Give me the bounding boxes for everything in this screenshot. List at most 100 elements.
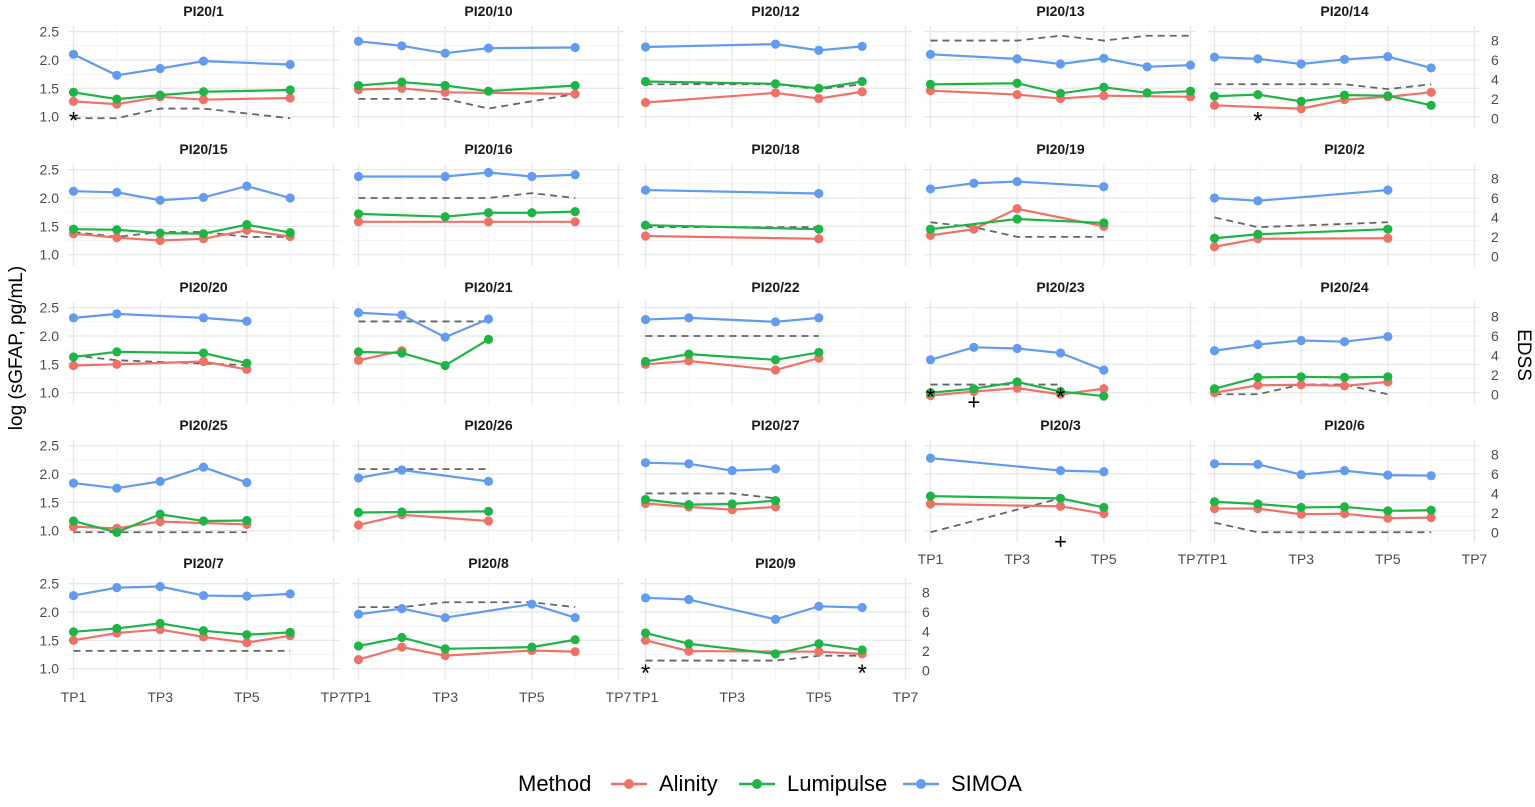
simoa-point (242, 181, 252, 191)
lumipulse-point (112, 347, 122, 357)
lumipulse-line (358, 636, 576, 650)
simoa-point (640, 185, 651, 195)
lumipulse-point (68, 627, 79, 637)
simoa-point (1209, 193, 1220, 203)
alinity-point (155, 517, 165, 527)
y-tick-label: 1.5 (40, 632, 60, 648)
x-tick-label: TP7 (1462, 551, 1488, 567)
asterisk-marker: * (641, 660, 650, 687)
lumipulse-point (640, 76, 651, 87)
lumipulse-point (570, 635, 580, 645)
lumipulse-point (198, 87, 209, 97)
simoa-line (645, 43, 863, 52)
lumipulse-point (1012, 78, 1022, 88)
facet-panel: PI20/10 (352, 3, 625, 128)
x-tick-label: TP3 (719, 689, 745, 705)
panel-title: PI20/6 (1324, 417, 1365, 433)
simoa-line (645, 316, 819, 323)
simoa-point (570, 42, 580, 53)
alinity-point (285, 93, 295, 103)
facet-panel: PI20/22 (639, 279, 912, 404)
alinity-point (1383, 233, 1393, 243)
alinity-point (112, 233, 122, 243)
simoa-point (440, 48, 450, 58)
lumipulse-point (242, 630, 252, 640)
lumipulse-point (353, 641, 364, 651)
simoa-point (1055, 59, 1066, 69)
lumipulse-point (1253, 89, 1263, 100)
asterisk-marker: * (1253, 108, 1262, 135)
edss-tick-label: 2 (1491, 91, 1499, 107)
lumipulse-point (483, 334, 494, 344)
legend-title: Method (518, 771, 591, 796)
lumipulse-point (925, 388, 936, 398)
simoa-line (930, 53, 1191, 68)
asterisk-marker: * (1056, 384, 1065, 411)
simoa-point (353, 171, 364, 182)
lumipulse-point (570, 207, 580, 217)
panel-title: PI20/8 (468, 555, 509, 571)
alinity-point (112, 359, 122, 369)
lumipulse-point (353, 507, 364, 518)
panel-title: PI20/24 (1320, 279, 1368, 295)
y-tick-label: 1.5 (40, 494, 60, 510)
lumipulse-point (155, 618, 165, 628)
simoa-point (68, 313, 79, 323)
simoa-point (1209, 346, 1220, 356)
y-tick-label: 1.5 (40, 356, 60, 372)
alinity-point (1209, 100, 1220, 110)
lumipulse-line (645, 631, 863, 656)
legend-label: SIMOA (951, 771, 1022, 796)
alinity-point (68, 96, 79, 106)
simoa-line (1214, 462, 1432, 477)
y-tick-label: 2.0 (40, 190, 60, 206)
simoa-point (198, 590, 209, 601)
x-tick-label: TP5 (1375, 551, 1401, 567)
edss-line (1214, 521, 1432, 534)
lumipulse-point (925, 79, 936, 89)
simoa-point (727, 466, 737, 476)
simoa-point (1099, 467, 1109, 477)
edss-line (1214, 83, 1432, 91)
lumipulse-point (68, 87, 79, 97)
facet-panel: PI20/20 1.0 1.5 2.0 2.5 (40, 279, 340, 404)
simoa-point (1012, 176, 1022, 187)
simoa-point (1383, 52, 1393, 62)
lumipulse-point (1209, 233, 1220, 243)
alinity-point (68, 360, 79, 371)
alinity-point (814, 647, 824, 657)
panel-title: PI20/23 (1036, 279, 1084, 295)
x-tick-label: TP7 (321, 689, 347, 705)
y-tick-label: 2.5 (40, 24, 60, 40)
lumipulse-point (112, 94, 122, 104)
lumipulse-point (155, 509, 165, 519)
lumipulse-point (1142, 88, 1152, 98)
alinity-line (73, 229, 291, 242)
lumipulse-point (198, 516, 209, 526)
lumipulse-point (814, 347, 824, 358)
edss-tick-label: 0 (922, 662, 930, 678)
edss-tick-label: 0 (1491, 524, 1499, 540)
alinity-point (440, 87, 450, 97)
simoa-point (527, 171, 537, 182)
simoa-point (925, 355, 936, 365)
edss-line (1214, 216, 1388, 229)
panel-title: PI20/16 (464, 141, 512, 157)
edss-line (930, 221, 1104, 238)
panel-title: PI20/15 (179, 141, 227, 157)
alinity-point (198, 356, 209, 367)
alinity-point (353, 655, 364, 665)
plus-marker: + (967, 389, 980, 414)
alinity-point (1296, 509, 1306, 519)
edss-tick-label: 4 (1491, 209, 1499, 225)
legend-key-point (916, 779, 926, 789)
legend: Method Alinity Lumipulse SIMOA (518, 771, 1022, 796)
alinity-point (1339, 509, 1350, 519)
x-tick-label: TP7 (893, 689, 919, 705)
legend-key-point (624, 779, 634, 789)
lumipulse-point (1296, 96, 1306, 106)
simoa-point (68, 49, 79, 59)
lumipulse-point (285, 227, 295, 238)
alinity-point (969, 224, 979, 234)
simoa-point (1055, 466, 1066, 476)
